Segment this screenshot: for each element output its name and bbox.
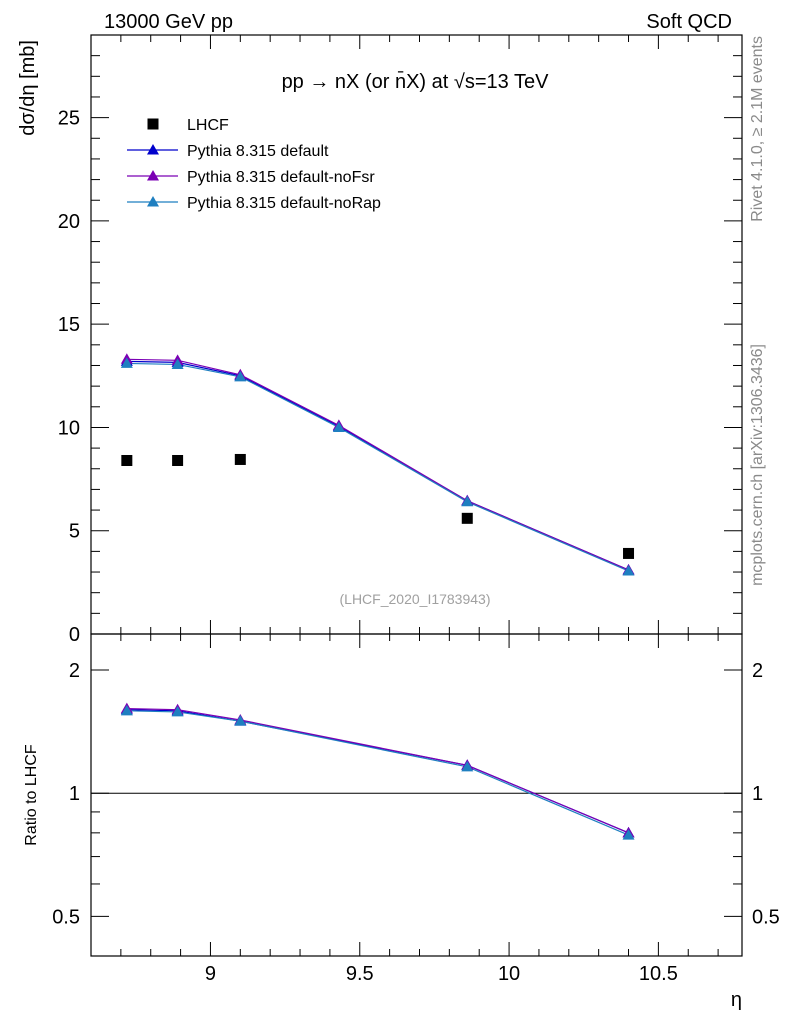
plot-title: pp → nX (or n̄X) at √s=13 TeV bbox=[282, 70, 550, 93]
data-point-pythia bbox=[332, 421, 345, 432]
ratio-y-tick-label-left: 2 bbox=[69, 660, 80, 682]
data-point-lhcf bbox=[172, 454, 184, 466]
ratio-series-line bbox=[126, 707, 629, 834]
analysis-watermark: (LHCF_2020_I1783943) bbox=[340, 591, 491, 607]
header-left: 13000 GeV pp bbox=[104, 11, 233, 33]
data-point-pythia bbox=[120, 357, 133, 368]
main-y-tick-label: 5 bbox=[69, 521, 80, 543]
ratio-y-tick-label-right: 2 bbox=[752, 660, 763, 682]
main-y-tick-label: 0 bbox=[69, 624, 80, 646]
main-y-tick-label: 25 bbox=[58, 108, 80, 130]
ratio-data-point bbox=[461, 760, 474, 772]
main-axis-ticks: 0 5 10 15 20 25 bbox=[58, 34, 742, 646]
data-point-pythia bbox=[461, 495, 474, 507]
x-tick-label: 9.5 bbox=[346, 963, 374, 985]
legend: LHCF Pythia 8.315 default Pythia 8.315 def… bbox=[127, 117, 381, 212]
mcplots-label: mcplots.cern.ch [arXiv:1306.3436] bbox=[749, 344, 766, 586]
main-series-line bbox=[126, 362, 629, 572]
data-point-lhcf bbox=[121, 454, 133, 466]
data-point-pythia bbox=[622, 565, 635, 576]
main-series-group bbox=[120, 353, 635, 576]
ratio-plot-frame bbox=[90, 633, 743, 957]
legend-entry: LHCF bbox=[187, 117, 229, 134]
ratio-data-point bbox=[120, 704, 133, 716]
header-right: Soft QCD bbox=[646, 11, 732, 33]
data-point-lhcf bbox=[461, 512, 473, 524]
legend-marker bbox=[147, 144, 159, 155]
rivet-version-label: Rivet 4.1.0, ≥ 2.1M events bbox=[749, 36, 766, 222]
data-point-pythia bbox=[234, 370, 247, 382]
ratio-y-axis-label: Ratio to LHCF bbox=[23, 744, 40, 846]
ratio-data-point bbox=[622, 829, 635, 840]
main-y-tick-label: 15 bbox=[58, 314, 80, 336]
data-point-pythia bbox=[171, 358, 184, 369]
data-point-lhcf bbox=[234, 453, 246, 465]
x-axis-label: η bbox=[731, 989, 742, 1011]
legend-entry: Pythia 8.315 default bbox=[187, 143, 329, 160]
main-y-tick-label: 10 bbox=[58, 417, 80, 439]
ratio-y-tick-label-left: 1 bbox=[69, 783, 80, 805]
main-y-tick-label: 20 bbox=[58, 211, 80, 233]
ratio-data-point bbox=[234, 715, 247, 726]
ratio-axis-ticks: 9 9.5 10 10.5 0.5 0.5 1 1 2 2 bbox=[52, 634, 780, 985]
x-tick-label: 10.5 bbox=[639, 963, 678, 985]
legend-marker bbox=[147, 196, 159, 207]
ratio-series-line bbox=[126, 709, 629, 834]
legend-entry: Pythia 8.315 default-noFsr bbox=[187, 169, 375, 186]
legend-entry: Pythia 8.315 default-noRap bbox=[187, 195, 381, 212]
main-series-line bbox=[126, 358, 629, 571]
data-point-lhcf bbox=[623, 547, 635, 559]
legend-marker-lhcf bbox=[147, 118, 159, 130]
ratio-data-point bbox=[171, 705, 184, 717]
x-tick-label: 10 bbox=[498, 963, 520, 985]
ratio-series-line bbox=[126, 710, 629, 836]
ratio-y-tick-label-right: 1 bbox=[752, 783, 763, 805]
ratio-y-tick-label-left: 0.5 bbox=[52, 906, 80, 928]
legend-marker bbox=[147, 170, 159, 181]
ratio-y-tick-label-right: 0.5 bbox=[752, 906, 780, 928]
main-y-axis-label: dσ/dη [mb] bbox=[17, 40, 39, 136]
x-tick-label: 9 bbox=[205, 963, 216, 985]
ratio-series-group bbox=[120, 702, 635, 840]
